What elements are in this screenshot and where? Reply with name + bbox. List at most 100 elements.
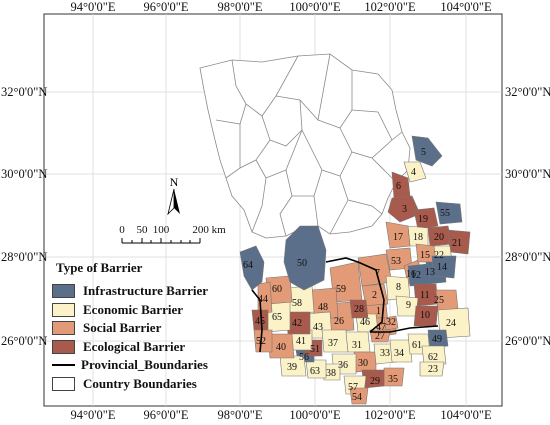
county-64-shape — [239, 245, 265, 291]
county-label-41: 41 — [296, 336, 306, 347]
county-27-shape — [369, 329, 391, 343]
county-19-shape — [413, 207, 439, 231]
county-17-shape — [385, 221, 411, 249]
county-label-61: 61 — [412, 340, 422, 351]
legend-label-social: Social Barrier — [83, 320, 162, 336]
county-50-shape — [283, 225, 327, 291]
lat-left-26: 26°0'0"N — [1, 334, 47, 348]
county-label-3: 3 — [402, 204, 407, 215]
legend-item-country: Country Boundaries — [52, 375, 232, 394]
legend-item-economic: Economic Barrier — [52, 301, 232, 320]
county-label-36: 36 — [338, 360, 348, 371]
county-label-34: 34 — [394, 348, 404, 359]
county-label-5: 5 — [421, 147, 426, 158]
county-label-23: 23 — [428, 364, 438, 375]
lon-bottom-94: 94°0'0"E — [71, 408, 116, 422]
legend-item-ecological: Ecological Barrier — [52, 338, 232, 357]
county-label-8: 8 — [396, 282, 401, 293]
lon-top-96: 96°0'0"E — [144, 0, 189, 14]
county-21-shape — [447, 229, 471, 255]
scale-bar-line — [121, 238, 201, 244]
county-label-12: 12 — [411, 270, 421, 281]
county-label-46: 46 — [360, 317, 370, 328]
county-label-26: 26 — [334, 316, 344, 327]
lat-left-32: 32°0'0"N — [1, 85, 47, 99]
lon-labels-top: 94°0'0"E 96°0'0"E 98°0'0"E 100°0'0"E 102… — [71, 0, 492, 14]
lat-right-30: 30°0'0"N — [505, 167, 550, 181]
county-label-20: 20 — [434, 232, 444, 243]
county-32-shape — [383, 315, 399, 331]
legend-swatch-ecological — [52, 339, 75, 354]
county-label-48: 48 — [318, 302, 328, 313]
northern-inner-lines — [215, 53, 403, 237]
county-label-24: 24 — [446, 318, 456, 329]
legend-item-social: Social Barrier — [52, 319, 232, 338]
county-labels: 5 4 6 3 19 55 20 21 18 17 22 53 16 15 13… — [243, 147, 462, 403]
county-52-shape — [253, 329, 273, 353]
lon-bottom-96: 96°0'0"E — [144, 408, 189, 422]
lat-labels-left: 32°0'0"N 30°0'0"N 28°0'0"N 26°0'0"N — [1, 85, 47, 348]
scale-label-50: 50 — [137, 224, 149, 236]
county-label-21: 21 — [452, 238, 462, 249]
county-label-45: 45 — [255, 316, 265, 327]
county-4-shape — [403, 161, 427, 183]
county-label-37: 37 — [328, 338, 338, 349]
county-label-2: 2 — [372, 290, 377, 301]
legend: Type of Barrier Infrastructure Barrier E… — [52, 260, 232, 393]
county-label-6: 6 — [396, 181, 401, 192]
county-23-shape — [419, 361, 445, 377]
county-label-15: 15 — [420, 250, 430, 261]
northern-region — [199, 53, 411, 239]
county-label-35: 35 — [388, 374, 398, 385]
county-label-31: 31 — [352, 340, 362, 351]
legend-item-provincial: Provincial_Boundaries — [52, 356, 232, 375]
county-34-shape — [389, 339, 413, 363]
county-44-shape — [257, 281, 273, 315]
scale-label-200: 200 km — [192, 224, 226, 236]
lat-right-32: 32°0'0"N — [505, 85, 550, 99]
county-54-shape — [349, 387, 369, 405]
lat-left-28: 28°0'0"N — [1, 250, 47, 264]
county-label-10: 10 — [420, 310, 430, 321]
county-label-55: 55 — [440, 208, 450, 219]
lat-right-26: 26°0'0"N — [505, 334, 550, 348]
lon-top-102: 102°0'0"E — [364, 0, 416, 14]
county-label-57: 57 — [348, 382, 358, 393]
county-label-62: 62 — [428, 352, 438, 363]
county-label-33: 33 — [380, 348, 390, 359]
lon-bottom-102: 102°0'0"E — [364, 408, 416, 422]
county-label-60: 60 — [272, 284, 282, 295]
county-label-14: 14 — [437, 262, 447, 273]
county-label-40: 40 — [276, 342, 286, 353]
county-label-18: 18 — [413, 232, 423, 243]
lon-top-100: 100°0'0"E — [289, 0, 341, 14]
county-label-38: 38 — [326, 368, 336, 379]
county-49-shape — [427, 329, 449, 349]
county-label-13: 13 — [425, 267, 435, 278]
county-label-1: 1 — [376, 306, 381, 317]
lat-labels-right: 32°0'0"N 30°0'0"N 28°0'0"N 26°0'0"N — [505, 85, 550, 348]
legend-label-country: Country Boundaries — [83, 375, 197, 391]
county-label-22: 22 — [434, 250, 444, 261]
legend-label-infrastructure: Infrastructure Barrier — [83, 283, 209, 299]
legend-swatch-country — [52, 376, 75, 391]
county-label-42: 42 — [292, 318, 302, 329]
lon-labels-bottom: 94°0'0"E 96°0'0"E 98°0'0"E 100°0'0"E 102… — [71, 408, 492, 422]
county-label-44: 44 — [258, 294, 268, 305]
county-label-29: 29 — [370, 376, 380, 387]
legend-swatch-infrastructure — [52, 284, 75, 299]
county-label-43: 43 — [313, 322, 323, 333]
north-arrow: N — [167, 175, 180, 216]
lon-bottom-104: 104°0'0"E — [440, 408, 492, 422]
county-label-65: 65 — [272, 312, 282, 323]
county-label-54: 54 — [352, 392, 362, 403]
county-label-49: 49 — [432, 334, 442, 345]
county-3-shape — [387, 195, 421, 223]
legend-label-economic: Economic Barrier — [83, 301, 183, 317]
county-label-64: 64 — [243, 260, 253, 271]
county-63-shape — [305, 359, 327, 379]
county-label-59: 59 — [336, 284, 346, 295]
county-label-30: 30 — [358, 358, 368, 369]
county-label-50: 50 — [297, 258, 307, 269]
